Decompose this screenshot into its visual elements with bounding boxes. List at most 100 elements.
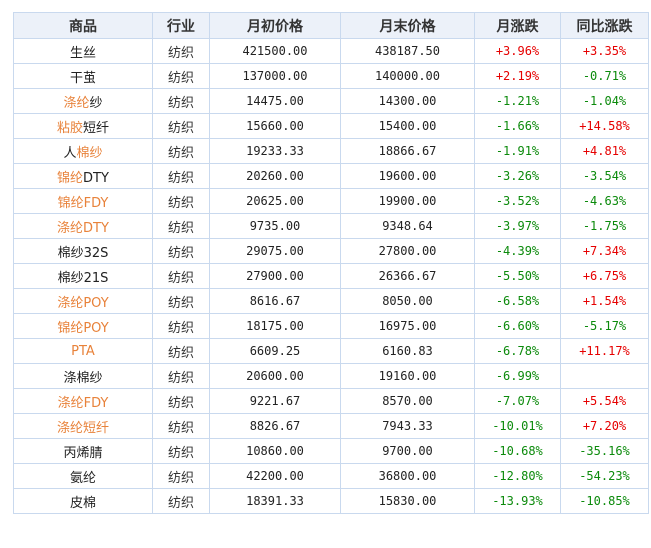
yoy-change-cell: -1.75% <box>560 213 649 239</box>
yoy-change-cell: -35.16% <box>560 438 649 464</box>
table-row: 涤纶短纤 纺织 8826.67 7943.33 -10.01% +7.20% <box>13 413 649 439</box>
end-price-cell: 6160.83 <box>340 338 475 364</box>
industry-cell: 纺织 <box>152 188 210 214</box>
start-price-cell: 9221.67 <box>209 388 341 414</box>
yoy-change-cell: +6.75% <box>560 263 649 289</box>
table-row: 涤纶DTY 纺织 9735.00 9348.64 -3.97% -1.75% <box>13 213 649 239</box>
industry-cell: 纺织 <box>152 338 210 364</box>
commodity-name-cell: 涤纶DTY <box>13 213 153 239</box>
commodity-name-cell: 棉纱21S <box>13 263 153 289</box>
header-industry[interactable]: 行业 <box>152 12 210 39</box>
monthly-change-cell: -10.01% <box>474 413 561 439</box>
monthly-change-cell: -7.07% <box>474 388 561 414</box>
industry-cell: 纺织 <box>152 163 210 189</box>
start-price-cell: 8616.67 <box>209 288 341 314</box>
table-row: 锦纶DTY 纺织 20260.00 19600.00 -3.26% -3.54% <box>13 163 649 189</box>
header-yoy-change[interactable]: 同比涨跌 <box>560 12 649 39</box>
commodity-link[interactable]: 锦纶POY <box>57 320 109 336</box>
commodity-name-cell: PTA <box>13 338 153 364</box>
yoy-change-cell: +1.54% <box>560 288 649 314</box>
header-start-price[interactable]: 月初价格 <box>209 12 341 39</box>
industry-cell: 纺织 <box>152 388 210 414</box>
monthly-change-cell: -5.50% <box>474 263 561 289</box>
industry-cell: 纺织 <box>152 413 210 439</box>
table-row: 涤纶纱 纺织 14475.00 14300.00 -1.21% -1.04% <box>13 88 649 114</box>
yoy-change-cell: +7.34% <box>560 238 649 264</box>
commodity-text: 短纤 <box>83 120 110 136</box>
header-row: 商品 行业 月初价格 月末价格 月涨跌 同比涨跌 <box>13 12 649 39</box>
monthly-change-cell: -6.60% <box>474 313 561 339</box>
table-row: 皮棉 纺织 18391.33 15830.00 -13.93% -10.85% <box>13 488 649 514</box>
commodity-name-cell: 涤纶FDY <box>13 388 153 414</box>
commodity-link[interactable]: 锦纶 <box>57 170 84 186</box>
yoy-change-cell <box>560 363 649 389</box>
end-price-cell: 9700.00 <box>340 438 475 464</box>
end-price-cell: 438187.50 <box>340 38 475 64</box>
commodity-link[interactable]: 锦纶FDY <box>57 195 109 211</box>
table-row: 丙烯腈 纺织 10860.00 9700.00 -10.68% -35.16% <box>13 438 649 464</box>
end-price-cell: 19600.00 <box>340 163 475 189</box>
end-price-cell: 19160.00 <box>340 363 475 389</box>
industry-cell: 纺织 <box>152 113 210 139</box>
table-row: 涤棉纱 纺织 20600.00 19160.00 -6.99% <box>13 363 649 389</box>
commodity-price-table: 商品 行业 月初价格 月末价格 月涨跌 同比涨跌 生丝 纺织 421500.00 43… <box>13 12 649 514</box>
commodity-name-cell: 丙烯腈 <box>13 438 153 464</box>
monthly-change-cell: -10.68% <box>474 438 561 464</box>
end-price-cell: 15830.00 <box>340 488 475 514</box>
commodity-link[interactable]: 涤纶POY <box>57 295 109 311</box>
monthly-change-cell: +3.96% <box>474 38 561 64</box>
commodity-name-cell: 涤纶POY <box>13 288 153 314</box>
end-price-cell: 9348.64 <box>340 213 475 239</box>
table-row: 锦纶FDY 纺织 20625.00 19900.00 -3.52% -4.63% <box>13 188 649 214</box>
table-row: 人棉纱 纺织 19233.33 18866.67 -1.91% +4.81% <box>13 138 649 164</box>
start-price-cell: 20600.00 <box>209 363 341 389</box>
commodity-link[interactable]: 涤纶短纤 <box>56 420 109 436</box>
commodity-name-cell: 粘胶短纤 <box>13 113 153 139</box>
start-price-cell: 42200.00 <box>209 463 341 489</box>
commodity-text: 纱 <box>89 95 103 111</box>
start-price-cell: 29075.00 <box>209 238 341 264</box>
commodity-link[interactable]: 涤纶DTY <box>57 220 109 236</box>
table-row: 锦纶POY 纺织 18175.00 16975.00 -6.60% -5.17% <box>13 313 649 339</box>
end-price-cell: 8050.00 <box>340 288 475 314</box>
commodity-name-cell: 生丝 <box>13 38 153 64</box>
commodity-name-cell: 涤纶短纤 <box>13 413 153 439</box>
commodity-link[interactable]: 涤纶FDY <box>57 395 109 411</box>
commodity-name-cell: 涤棉纱 <box>13 363 153 389</box>
header-commodity[interactable]: 商品 <box>13 12 153 39</box>
commodity-link[interactable]: 粘胶 <box>56 120 83 136</box>
monthly-change-cell: -3.52% <box>474 188 561 214</box>
start-price-cell: 421500.00 <box>209 38 341 64</box>
table-row: 棉纱32S 纺织 29075.00 27800.00 -4.39% +7.34% <box>13 238 649 264</box>
industry-cell: 纺织 <box>152 38 210 64</box>
table-row: PTA 纺织 6609.25 6160.83 -6.78% +11.17% <box>13 338 649 364</box>
header-monthly-change[interactable]: 月涨跌 <box>474 12 561 39</box>
monthly-change-cell: -13.93% <box>474 488 561 514</box>
yoy-change-cell: +11.17% <box>560 338 649 364</box>
commodity-link[interactable]: 涤纶 <box>63 95 90 111</box>
commodity-text: 棉纱32S <box>57 245 109 261</box>
table-row: 棉纱21S 纺织 27900.00 26366.67 -5.50% +6.75% <box>13 263 649 289</box>
yoy-change-cell: -1.04% <box>560 88 649 114</box>
commodity-link[interactable]: PTA <box>71 343 95 359</box>
yoy-change-cell: +14.58% <box>560 113 649 139</box>
yoy-change-cell: -0.71% <box>560 63 649 89</box>
commodity-link[interactable]: 棉纱 <box>76 145 103 161</box>
table-row: 氨纶 纺织 42200.00 36800.00 -12.80% -54.23% <box>13 463 649 489</box>
table-body: 生丝 纺织 421500.00 438187.50 +3.96% +3.35% 干茧 纺织 13… <box>13 38 649 514</box>
commodity-text: 涤棉纱 <box>63 370 103 386</box>
end-price-cell: 8570.00 <box>340 388 475 414</box>
end-price-cell: 36800.00 <box>340 463 475 489</box>
commodity-name-cell: 棉纱32S <box>13 238 153 264</box>
end-price-cell: 14300.00 <box>340 88 475 114</box>
table-header: 商品 行业 月初价格 月末价格 月涨跌 同比涨跌 <box>13 12 649 39</box>
start-price-cell: 19233.33 <box>209 138 341 164</box>
end-price-cell: 7943.33 <box>340 413 475 439</box>
commodity-text: 丙烯腈 <box>63 445 103 461</box>
end-price-cell: 26366.67 <box>340 263 475 289</box>
end-price-cell: 140000.00 <box>340 63 475 89</box>
industry-cell: 纺织 <box>152 288 210 314</box>
header-end-price[interactable]: 月末价格 <box>340 12 475 39</box>
commodity-text: 氨纶 <box>69 470 96 486</box>
commodity-text: 棉纱21S <box>57 270 109 286</box>
